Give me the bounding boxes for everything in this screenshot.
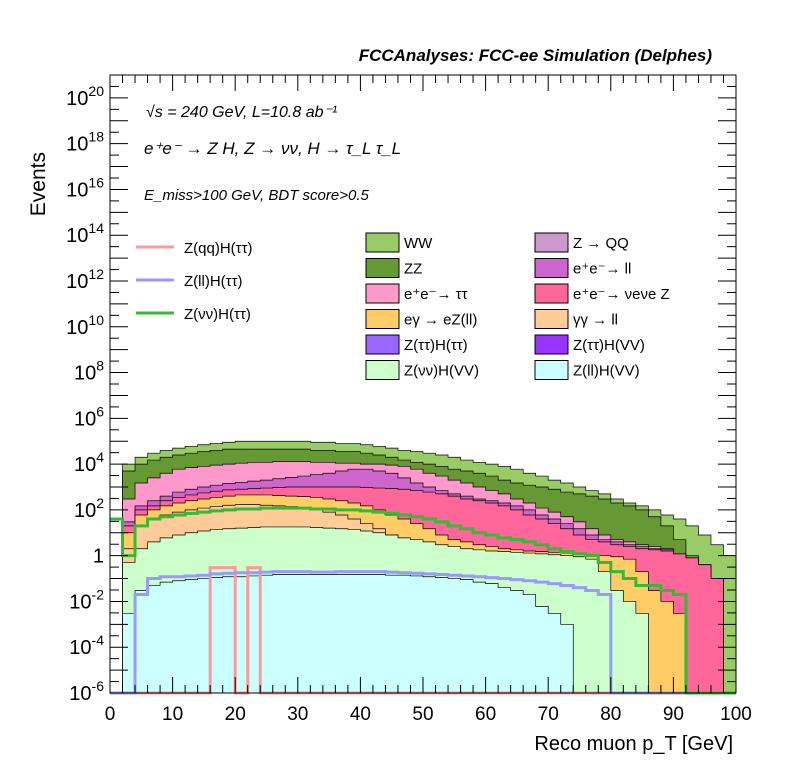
- legend-box-swatch: [365, 334, 400, 355]
- x-tick-label: 90: [663, 704, 684, 725]
- legend-line-label: Z(νν)H(ττ): [184, 306, 251, 323]
- legend-box-swatch: [534, 309, 569, 329]
- legend-box-label: γγ → ll: [573, 312, 618, 329]
- y-tick-label: 10-4: [69, 632, 104, 659]
- legend-box-label: Z(ττ)H(VV): [573, 337, 645, 354]
- legend-line-label: Z(ll)H(ττ): [184, 273, 243, 290]
- y-tick-label: 108: [74, 358, 104, 385]
- x-tick-label: 40: [350, 704, 371, 725]
- legend-box-swatch: [534, 232, 569, 253]
- x-tick-label: 50: [412, 704, 433, 725]
- y-tick-label: 1010: [66, 312, 104, 339]
- y-tick-label: 102: [74, 495, 104, 522]
- x-tick-label: 70: [538, 704, 559, 725]
- x-axis-label: Reco muon p_T [GeV]: [534, 733, 733, 755]
- legend-box-swatch: [365, 309, 400, 329]
- y-tick-label: 10-2: [69, 586, 104, 613]
- legend-box-label: eγ → eZ(ll): [404, 312, 477, 329]
- x-tick-label: 20: [225, 704, 246, 725]
- annotation-process: e⁺e⁻ → Z H, Z → νν, H → τ_L τ_L: [144, 139, 401, 158]
- y-tick-label: 104: [74, 449, 104, 476]
- legend: Z(qq)H(ττ) Z(ll)H(ττ) Z(νν)H(ττ) WW ZZ e⁺e⁻→ …: [136, 232, 670, 380]
- legend-box-swatch: [534, 360, 569, 380]
- stacked-histograms: [110, 440, 737, 694]
- x-tick-label: 100: [720, 704, 752, 725]
- annotation-energy: √s = 240 GeV, L=10.8 ab⁻¹: [146, 104, 337, 121]
- legend-box-label: ZZ: [404, 261, 422, 278]
- y-tick-label: 106: [74, 403, 104, 430]
- axes: 0 10 20 30 40 50 60 70 80 90 10010-610-410-2110210…: [66, 74, 752, 725]
- annotation-cuts: E_miss>100 GeV, BDT score>0.5: [144, 187, 369, 204]
- legend-line-label: Z(qq)H(ττ): [184, 240, 253, 257]
- legend-box-swatch: [365, 258, 400, 278]
- line-z-ll-h-: [110, 570, 736, 695]
- legend-box-label: Z(ll)H(VV): [573, 363, 640, 380]
- legend-box-swatch: [365, 283, 400, 304]
- legend-box-label: e⁺e⁻→ νeνe Z: [573, 286, 670, 303]
- legend-box-swatch: [534, 258, 569, 278]
- y-tick-label: 1014: [66, 220, 104, 247]
- y-tick-label: 1020: [66, 83, 104, 110]
- legend-box-label: Z → QQ: [573, 235, 629, 252]
- legend-box-swatch: [534, 334, 569, 355]
- legend-box-swatch: [365, 360, 400, 380]
- y-tick-label: 1012: [66, 266, 104, 293]
- chart-title: FCCAnalyses: FCC-ee Simulation (Delphes): [359, 46, 713, 65]
- line-z-h-: [110, 506, 736, 695]
- legend-box-label: WW: [404, 235, 433, 252]
- legend-box-label: e⁺e⁻→ ττ: [404, 286, 468, 303]
- x-tick-label: 30: [287, 704, 308, 725]
- y-tick-label: 1: [93, 546, 104, 568]
- y-tick-label: 1016: [66, 174, 104, 201]
- legend-box-swatch: [534, 283, 569, 304]
- x-tick-label: 80: [600, 704, 621, 725]
- legend-box-label: e⁺e⁻→ ll: [573, 261, 631, 278]
- legend-box-label: Z(ττ)H(ττ): [404, 337, 468, 354]
- x-tick-label: 60: [475, 704, 496, 725]
- y-tick-label: 1018: [66, 129, 104, 156]
- x-tick-label: 10: [162, 704, 183, 725]
- x-tick-label: 0: [105, 704, 116, 725]
- legend-box-label: Z(νν)H(VV): [404, 363, 479, 380]
- legend-box-swatch: [365, 232, 400, 253]
- y-tick-label: 10-6: [69, 678, 104, 705]
- y-axis-label: Events: [27, 152, 50, 216]
